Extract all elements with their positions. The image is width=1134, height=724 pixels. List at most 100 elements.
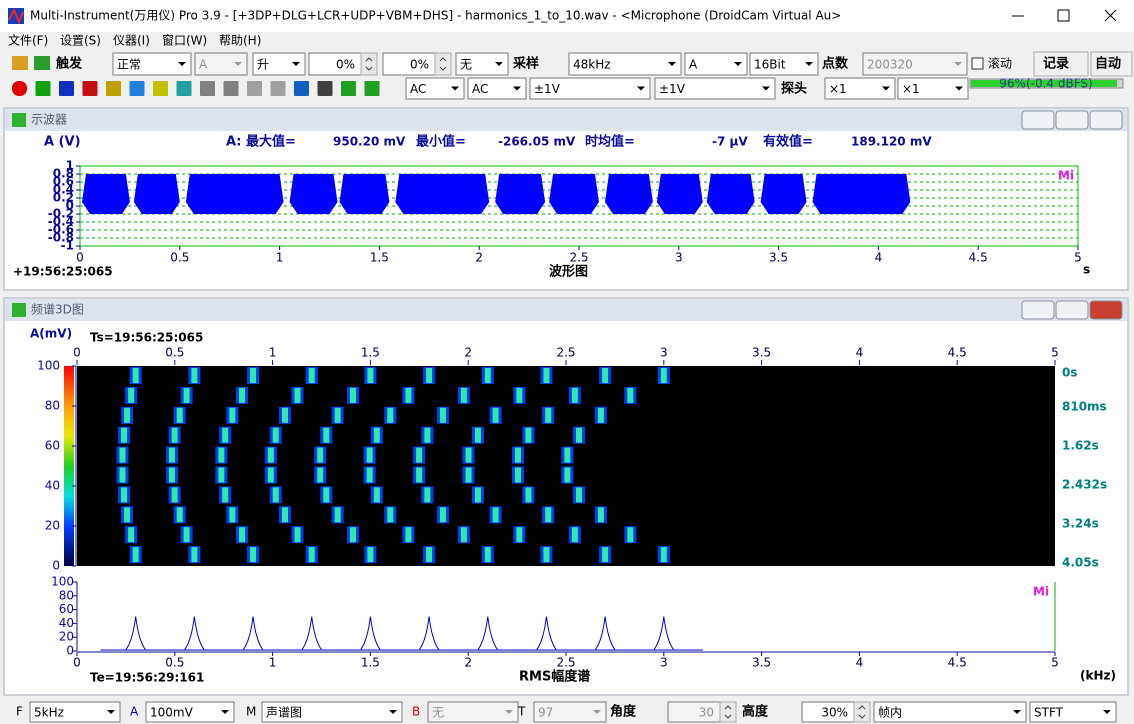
probe-a-box[interactable] <box>824 77 896 100</box>
auto-button[interactable] <box>1090 51 1133 77</box>
mode-box[interactable] <box>112 52 192 76</box>
spectrogram-cell <box>118 426 131 444</box>
toolbar-icon[interactable] <box>294 81 309 96</box>
toolbar-icon[interactable] <box>270 81 286 96</box>
toolbar-icon[interactable] <box>59 81 74 96</box>
spectrogram-cell <box>540 367 553 384</box>
input-box[interactable] <box>684 52 748 76</box>
spectrum-peak <box>183 616 205 651</box>
toolbar-icon[interactable] <box>82 81 98 96</box>
t-label: T <box>517 705 526 719</box>
coupling-a: AC <box>410 82 426 96</box>
cell-core <box>424 427 431 443</box>
oscilloscope-panel-control[interactable] <box>1055 110 1089 130</box>
toolbar-icon[interactable] <box>153 81 168 96</box>
toolbar-icon[interactable] <box>12 81 27 96</box>
cell-core <box>373 487 380 503</box>
toolbar-icon[interactable] <box>12 56 28 70</box>
range-b-box[interactable] <box>654 77 776 100</box>
f: 5kHz <box>34 706 64 720</box>
f-box[interactable] <box>29 701 121 723</box>
oscilloscope-panel-control[interactable] <box>1089 110 1123 130</box>
probe-b-box[interactable] <box>897 77 969 100</box>
a-arrow <box>221 710 229 714</box>
spectrogram-cell <box>594 406 607 424</box>
channel-box[interactable] <box>194 52 248 76</box>
spectrogram-cell <box>511 466 524 484</box>
y-tick-label: -0.4 <box>48 215 74 229</box>
spectrogram-cell <box>363 466 376 484</box>
cell-core <box>183 527 190 543</box>
spectrogram-cell <box>226 406 239 424</box>
toolbar-icon[interactable] <box>223 81 239 96</box>
spectrogram-cell <box>219 426 232 444</box>
toolbar-icon[interactable] <box>34 56 50 70</box>
toolbar-icon[interactable] <box>129 81 145 96</box>
level-spin[interactable] <box>360 52 378 76</box>
maximize-button[interactable] <box>1057 9 1070 22</box>
scroll-checkbox[interactable] <box>971 57 984 70</box>
toolbar-icon[interactable] <box>200 81 215 96</box>
x-tick-label: 1 <box>269 656 277 670</box>
spectrum-panel-control[interactable] <box>1021 300 1055 320</box>
spectrum-peak <box>301 616 323 651</box>
edge-box[interactable] <box>252 52 306 76</box>
toolbar-icon[interactable] <box>247 81 262 96</box>
record-button[interactable] <box>1033 51 1089 77</box>
frame-box[interactable] <box>873 701 1027 723</box>
range-a-box[interactable] <box>529 77 651 100</box>
toolbar-icon[interactable] <box>106 81 121 96</box>
probe-b-arrow <box>955 86 963 91</box>
b-box[interactable] <box>427 701 519 723</box>
cell-core <box>525 487 532 503</box>
coupling-a-box[interactable] <box>405 77 465 100</box>
sampling-box[interactable] <box>568 52 682 76</box>
spectrogram-cell <box>471 486 484 504</box>
edge-arrow <box>292 62 300 66</box>
y-tick-label: 60 <box>59 602 74 616</box>
cell-core <box>171 487 178 503</box>
bits-box[interactable] <box>749 52 819 76</box>
points-box[interactable] <box>862 52 968 76</box>
waveform-burst <box>81 174 130 214</box>
frame-arrow <box>1013 710 1021 714</box>
menu-item[interactable]: 窗口(W) <box>162 34 207 48</box>
spectrum-panel-control[interactable] <box>1055 300 1089 320</box>
toolbar-icon[interactable] <box>364 81 380 96</box>
probe-a: ×1 <box>829 82 847 96</box>
mi-label: Mi <box>1058 169 1074 183</box>
cell-core <box>366 467 373 483</box>
menu-item[interactable]: 帮助(H) <box>219 34 261 48</box>
oscilloscope-panel-control[interactable] <box>1021 110 1055 130</box>
b: 无 <box>432 706 444 720</box>
method: STFT <box>1034 706 1064 720</box>
spectrogram-cell <box>370 426 383 444</box>
m-box[interactable] <box>261 701 403 723</box>
cell-core <box>514 447 521 463</box>
angle-spin[interactable] <box>719 701 737 723</box>
toolbar-icon[interactable] <box>317 81 333 96</box>
t-box[interactable] <box>533 701 607 723</box>
cell-core <box>439 507 446 523</box>
a-box[interactable] <box>145 701 235 723</box>
toolbar-icon[interactable] <box>35 81 51 96</box>
spectrogram-cell <box>489 406 502 424</box>
cell-core <box>416 467 423 483</box>
toolbar-icon[interactable] <box>176 81 192 96</box>
cell-core <box>294 387 301 403</box>
spectrogram-cell <box>561 446 574 464</box>
delay-spin[interactable] <box>434 52 452 76</box>
source-box[interactable] <box>455 52 509 76</box>
menu-item[interactable]: 文件(F) <box>8 33 48 48</box>
spectrum-panel-control[interactable] <box>1089 300 1123 320</box>
cell-core <box>349 527 356 543</box>
coupling-b-box[interactable] <box>467 77 527 100</box>
close-button[interactable] <box>1104 9 1117 22</box>
cell-core <box>424 487 431 503</box>
spectrum-peak <box>477 616 499 651</box>
height-spin[interactable] <box>853 701 871 723</box>
method-box[interactable] <box>1029 701 1117 723</box>
menu-item[interactable]: 设置(S) <box>60 34 101 48</box>
menu-item[interactable]: 仪器(I) <box>113 34 150 48</box>
toolbar-icon[interactable] <box>341 81 356 96</box>
